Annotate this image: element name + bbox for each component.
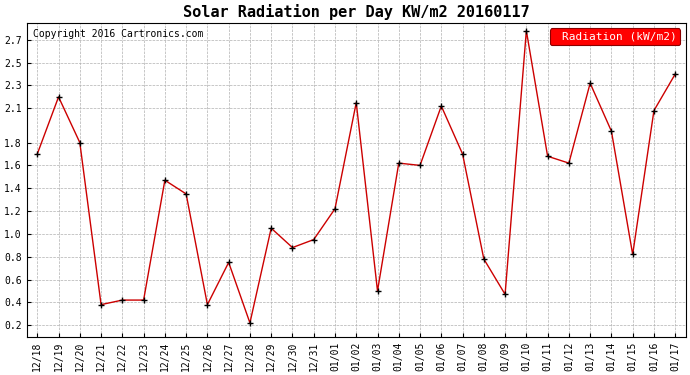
- Text: Copyright 2016 Cartronics.com: Copyright 2016 Cartronics.com: [33, 29, 204, 39]
- Legend: Radiation (kW/m2): Radiation (kW/m2): [550, 28, 680, 45]
- Title: Solar Radiation per Day KW/m2 20160117: Solar Radiation per Day KW/m2 20160117: [183, 4, 530, 20]
